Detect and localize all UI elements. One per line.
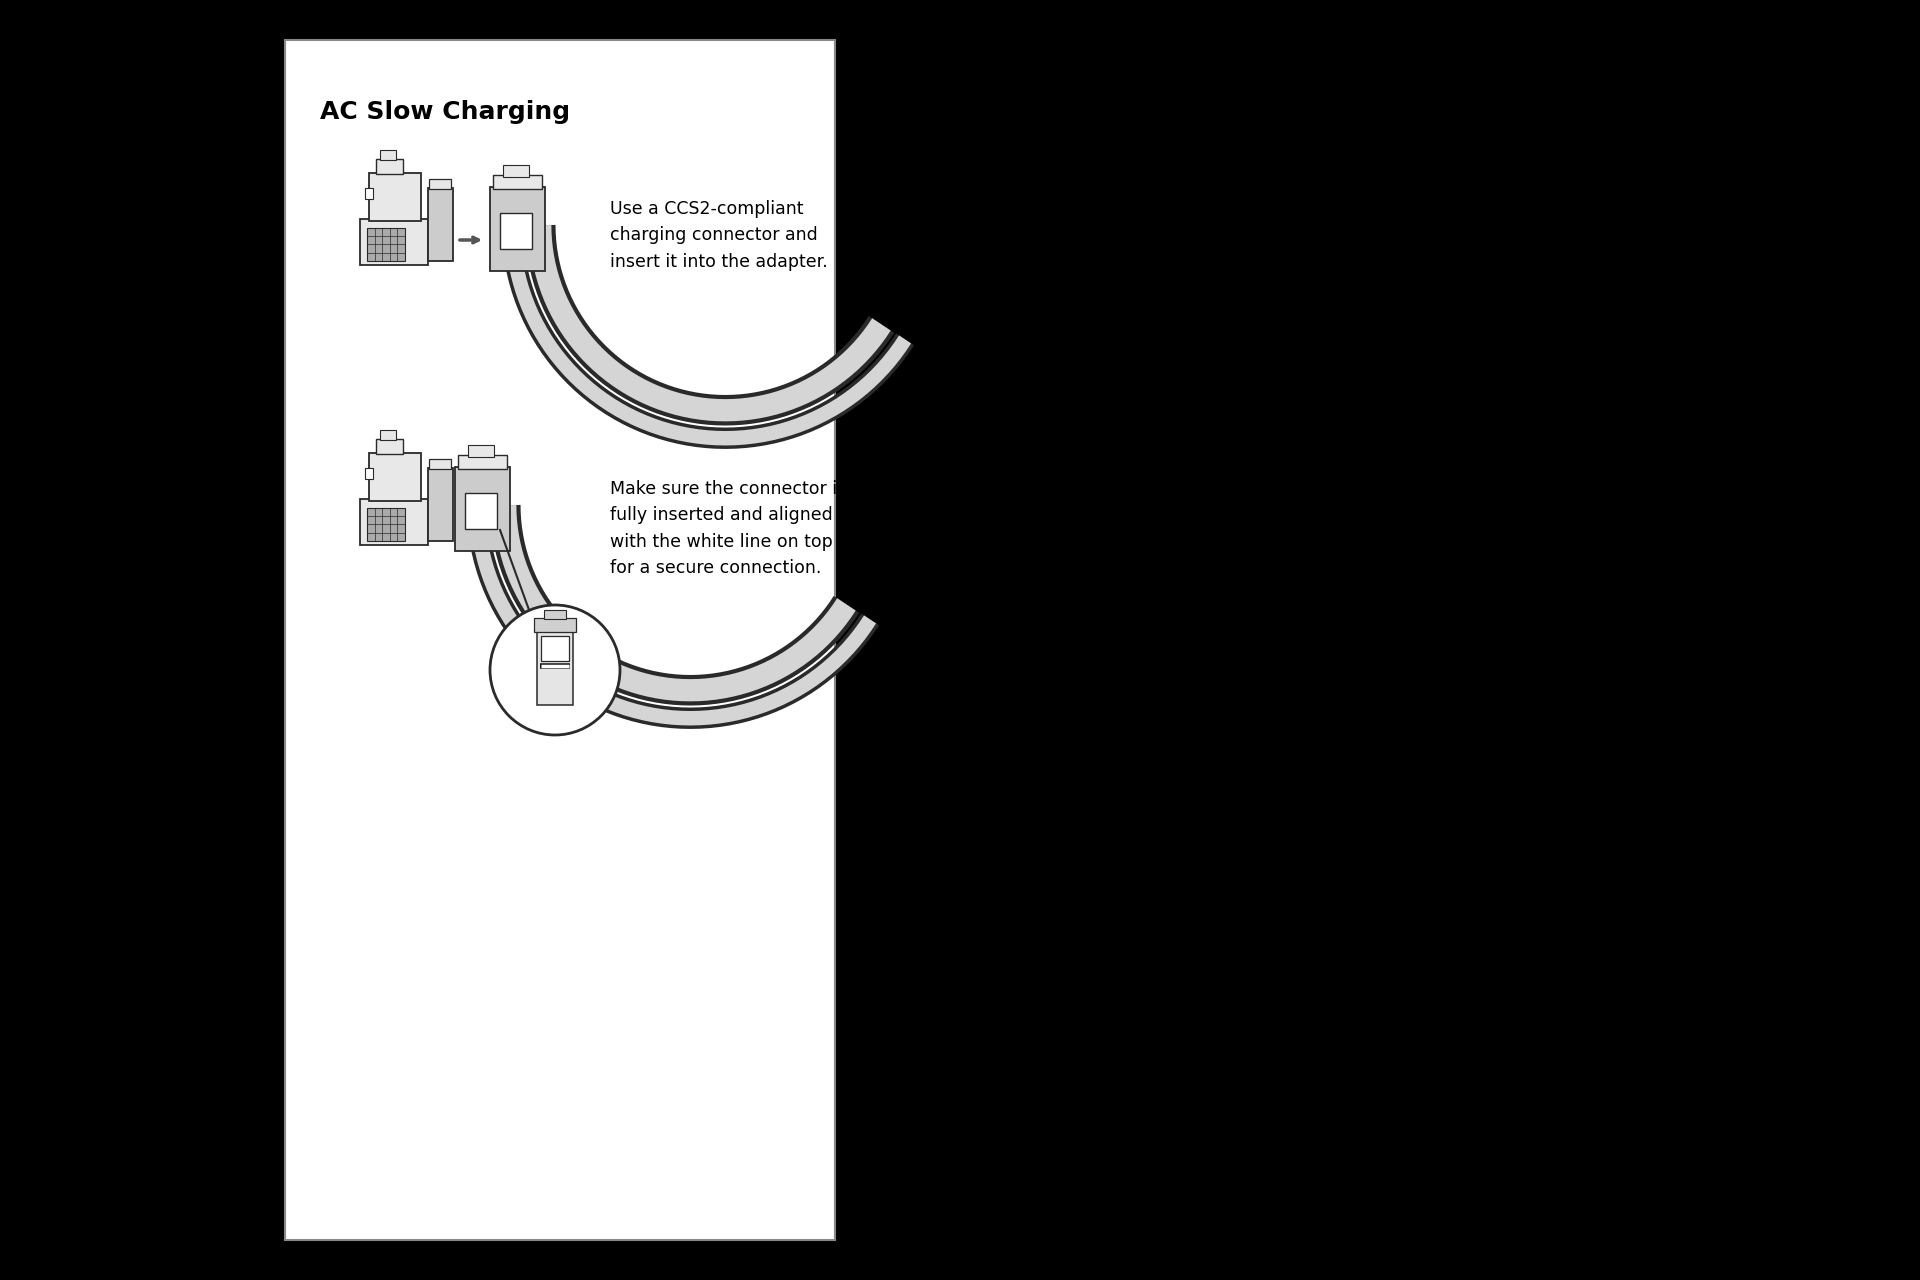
Bar [367, 508, 405, 540]
Bar [367, 228, 405, 261]
Bar [459, 454, 507, 470]
Bar [361, 219, 428, 265]
Bar [284, 40, 835, 1240]
Bar [455, 467, 511, 550]
Bar [493, 175, 541, 189]
Text: Use a CCS2-compliant
charging connector and
insert it into the adapter.: Use a CCS2-compliant charging connector … [611, 200, 828, 271]
Bar [468, 445, 493, 457]
Bar [365, 188, 372, 200]
Bar [534, 618, 576, 632]
Bar [538, 627, 572, 705]
Bar [465, 493, 497, 529]
Text: AC Slow Charging: AC Slow Charging [321, 100, 570, 124]
Circle shape [490, 605, 620, 735]
Bar [541, 636, 570, 662]
Bar [428, 468, 453, 540]
Text: Make sure the connector is
fully inserted and aligned
with the white line on top: Make sure the connector is fully inserte… [611, 480, 847, 577]
Bar [380, 150, 396, 160]
Bar [490, 187, 545, 271]
Bar [369, 453, 420, 502]
Bar [365, 468, 372, 479]
Bar [428, 188, 453, 261]
Bar [376, 439, 403, 454]
Bar [503, 165, 530, 177]
Bar [380, 430, 396, 439]
Bar [499, 212, 532, 250]
Bar [428, 460, 451, 470]
Bar [543, 611, 566, 620]
Bar [428, 179, 451, 189]
Bar [361, 499, 428, 545]
Bar [376, 159, 403, 174]
Bar [369, 173, 420, 221]
